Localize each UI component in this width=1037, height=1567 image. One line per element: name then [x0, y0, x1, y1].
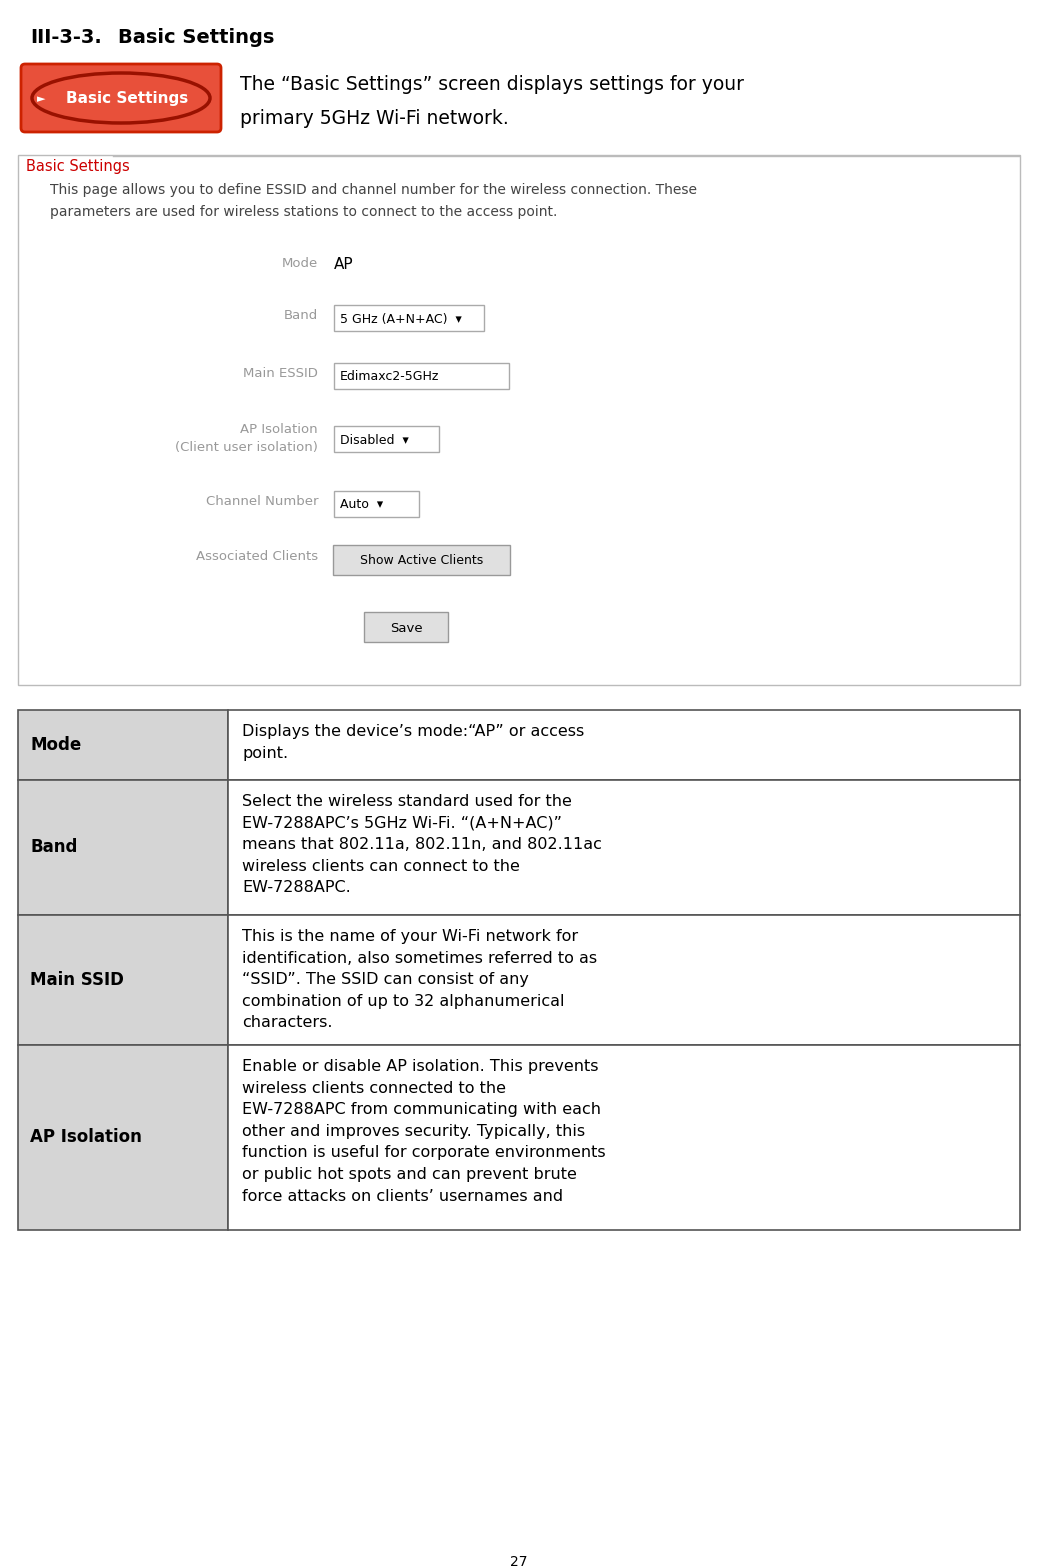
Text: Mode: Mode — [282, 257, 318, 270]
Text: Basic Settings: Basic Settings — [66, 91, 188, 107]
Text: Enable or disable AP isolation. This prevents
wireless clients connected to the
: Enable or disable AP isolation. This pre… — [242, 1059, 606, 1203]
Bar — [228, 915, 1020, 1045]
Text: Associated Clients: Associated Clients — [196, 550, 318, 563]
Text: The “Basic Settings” screen displays settings for your: The “Basic Settings” screen displays set… — [240, 75, 744, 94]
Text: Displays the device’s mode:“AP” or access
point.: Displays the device’s mode:“AP” or acces… — [242, 724, 584, 760]
Bar — [18, 155, 1020, 685]
Bar — [18, 1045, 228, 1230]
FancyBboxPatch shape — [333, 545, 510, 575]
Text: 5 GHz (A+N+AC)  ▾: 5 GHz (A+N+AC) ▾ — [340, 312, 461, 326]
Text: Main SSID: Main SSID — [30, 972, 123, 989]
Bar — [18, 710, 228, 780]
Bar — [228, 1045, 1020, 1230]
Text: Show Active Clients: Show Active Clients — [360, 555, 483, 567]
Bar — [334, 306, 484, 331]
Bar — [18, 780, 228, 915]
Text: Basic Settings: Basic Settings — [118, 28, 275, 47]
Text: Main ESSID: Main ESSID — [243, 367, 318, 381]
Text: This page allows you to define ESSID and channel number for the wireless connect: This page allows you to define ESSID and… — [50, 183, 697, 197]
Text: Select the wireless standard used for the
EW-7288APC’s 5GHz Wi-Fi. “(A+N+AC)”
me: Select the wireless standard used for th… — [242, 794, 601, 895]
Text: Channel Number: Channel Number — [205, 495, 318, 508]
Bar — [228, 710, 1020, 780]
Bar — [334, 364, 509, 389]
Bar — [18, 915, 228, 1045]
Text: This is the name of your Wi-Fi network for
identification, also sometimes referr: This is the name of your Wi-Fi network f… — [242, 929, 597, 1031]
Bar — [334, 426, 439, 451]
Text: Band: Band — [30, 838, 78, 857]
Text: primary 5GHz Wi-Fi network.: primary 5GHz Wi-Fi network. — [240, 110, 509, 128]
Text: AP Isolation: AP Isolation — [241, 423, 318, 436]
Text: AP Isolation: AP Isolation — [30, 1128, 142, 1147]
Text: AP: AP — [334, 257, 354, 273]
Text: III-3-3.: III-3-3. — [30, 28, 102, 47]
Text: Disabled  ▾: Disabled ▾ — [340, 434, 409, 447]
Text: ►: ► — [37, 94, 46, 103]
Text: Mode: Mode — [30, 736, 81, 754]
Text: Basic Settings: Basic Settings — [26, 158, 130, 174]
Text: (Client user isolation): (Client user isolation) — [175, 440, 318, 454]
FancyBboxPatch shape — [364, 613, 448, 642]
Text: Auto  ▾: Auto ▾ — [340, 498, 383, 511]
Text: Edimaxc2-5GHz: Edimaxc2-5GHz — [340, 370, 440, 384]
Text: Band: Band — [284, 309, 318, 321]
Text: parameters are used for wireless stations to connect to the access point.: parameters are used for wireless station… — [50, 205, 557, 219]
Bar — [228, 780, 1020, 915]
Text: 27: 27 — [510, 1554, 527, 1567]
FancyBboxPatch shape — [21, 64, 221, 132]
Bar — [334, 490, 419, 517]
Text: Save: Save — [390, 622, 422, 635]
